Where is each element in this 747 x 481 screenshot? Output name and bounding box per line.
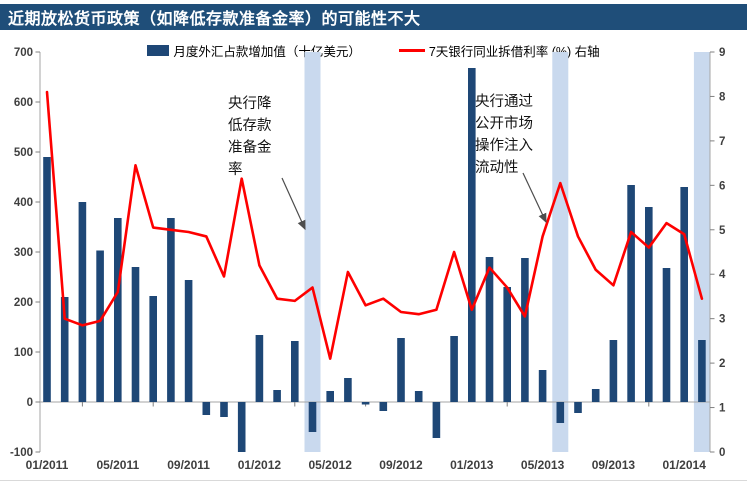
x-axis-label: 05/2012 — [309, 458, 353, 472]
right-axis-label: 5 — [719, 225, 726, 237]
bar-07/2011 — [149, 296, 157, 402]
bar-03/2012 — [291, 341, 299, 402]
annotation-arrow — [522, 172, 547, 224]
bar-05/2012 — [326, 391, 334, 402]
x-axis-label: 01/2012 — [238, 458, 282, 472]
right-axis-label: 9 — [719, 47, 725, 59]
bar-04/2012 — [308, 402, 317, 432]
highlight-band-04/2012 — [304, 52, 321, 452]
bar-11/2012 — [432, 402, 441, 438]
left-axis-label: 300 — [14, 247, 33, 259]
bar-05/2013 — [538, 370, 547, 402]
bar-08/2013 — [591, 389, 600, 402]
bar-11/2013 — [645, 207, 653, 402]
bar-08/2012 — [379, 402, 388, 411]
bar-12/2013 — [662, 268, 671, 402]
x-axis-label: 01/2013 — [450, 458, 494, 472]
bar-07/2013 — [574, 402, 582, 413]
bar-10/2011 — [202, 402, 211, 415]
left-axis-label: 100 — [14, 347, 33, 359]
right-axis-label: 0 — [719, 447, 725, 459]
left-axis-label: 400 — [14, 197, 33, 209]
x-axis-label: 01/2014 — [663, 458, 707, 472]
annotation-arrow — [281, 177, 306, 231]
right-axis-label: 8 — [719, 91, 726, 103]
bar-10/2013 — [627, 185, 635, 402]
bar-01/2013 — [468, 68, 476, 402]
annotation-rrr-cut: 央行降 低存款 准备金 率 — [228, 96, 272, 178]
left-axis-label: -100 — [10, 447, 33, 459]
bar-10/2012 — [414, 391, 423, 402]
left-axis-label: 200 — [14, 297, 33, 309]
bar-01/2012 — [255, 335, 264, 402]
page-title: 近期放松货币政策（如降低存款准备金率）的可能性不大 — [8, 11, 421, 28]
bar-11/2011 — [220, 402, 228, 417]
annotation-omo-liquidity: 央行通过 公开市场 操作注入 流动性 — [475, 94, 533, 176]
x-axis-label: 09/2012 — [379, 458, 423, 472]
right-axis-label: 2 — [719, 358, 725, 370]
right-axis-label: 4 — [719, 269, 726, 281]
x-axis-label: 05/2013 — [521, 458, 565, 472]
left-axis-label: 500 — [14, 147, 33, 159]
bar-12/2012 — [450, 336, 458, 402]
right-axis-label: 3 — [719, 314, 725, 326]
right-axis-label: 1 — [719, 403, 726, 415]
bar-02/2013 — [485, 257, 494, 402]
bar-03/2011 — [78, 202, 87, 402]
bar-04/2011 — [96, 250, 104, 402]
bar-04/2013 — [521, 258, 529, 402]
bar-09/2013 — [609, 340, 618, 402]
bar-05/2011 — [114, 218, 122, 402]
x-axis-label: 01/2011 — [26, 458, 69, 472]
highlight-band-06/2013 — [552, 52, 569, 452]
rate-line — [45, 90, 704, 360]
left-axis-label: 700 — [14, 47, 33, 59]
x-axis-label: 09/2013 — [592, 458, 636, 472]
x-axis-label: 05/2011 — [96, 458, 139, 472]
right-axis-label: 6 — [719, 180, 725, 192]
bar-09/2012 — [397, 338, 405, 402]
bar-01/2011 — [43, 157, 51, 402]
bar-07/2012 — [361, 402, 370, 405]
bar-03/2013 — [503, 287, 511, 402]
bar-06/2013 — [556, 402, 565, 423]
bar-08/2011 — [167, 218, 175, 402]
bar-02/2014 — [698, 340, 706, 402]
bar-02/2012 — [273, 390, 281, 402]
bar-series-swatch-icon — [147, 44, 170, 56]
line-series-swatch-icon — [398, 48, 425, 52]
bar-09/2011 — [184, 280, 193, 402]
bar-06/2011 — [131, 267, 140, 402]
bar-01/2014 — [680, 187, 688, 402]
x-axis-label: 09/2011 — [167, 458, 210, 472]
chart-title-bar: 近期放松货币政策（如降低存款准备金率）的可能性不大 — [0, 4, 747, 30]
right-axis-label: 7 — [719, 136, 725, 148]
left-axis-label: 600 — [14, 97, 33, 109]
bar-02/2011 — [60, 297, 69, 402]
left-axis-label: 0 — [27, 397, 33, 409]
bar-12/2011 — [237, 402, 246, 452]
highlight-band-02/2014 — [693, 52, 710, 452]
bar-06/2012 — [344, 378, 352, 402]
